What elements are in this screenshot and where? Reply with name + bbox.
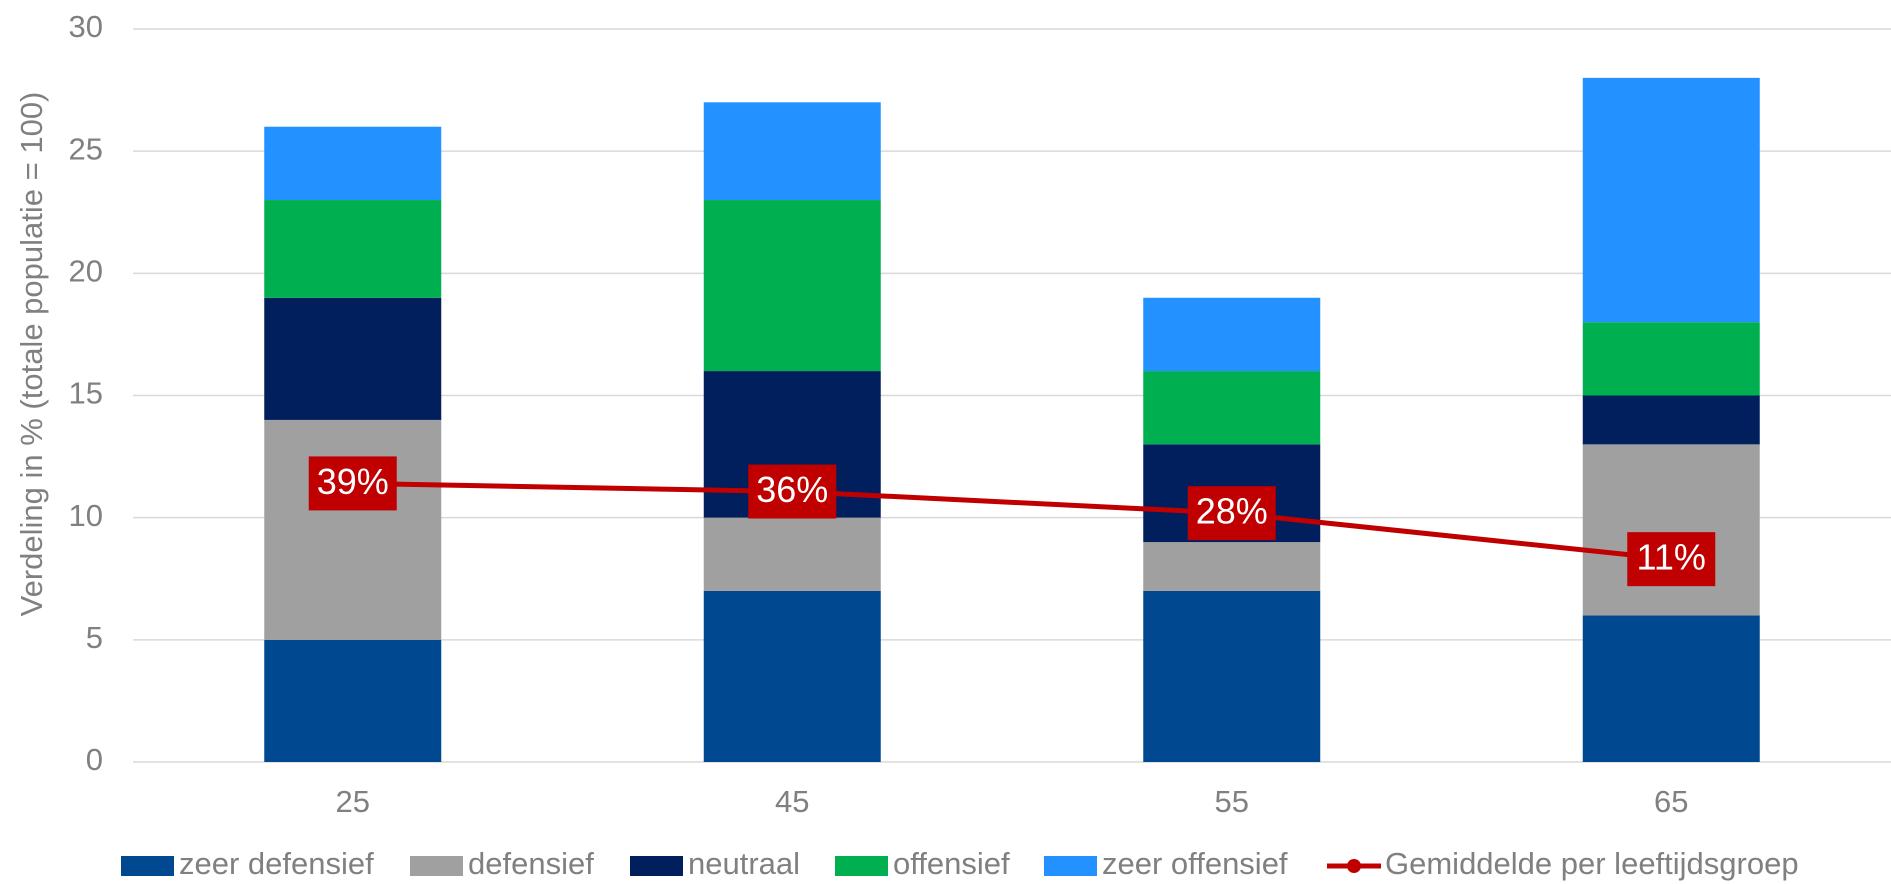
x-tick-label: 55 [1215,784,1249,819]
bar-segment [1143,542,1321,591]
legend-swatch [835,856,888,876]
bar-segment [703,200,881,372]
legend-label: offensief [893,846,1010,881]
x-tick-label: 25 [336,784,370,819]
bar-segment [1143,297,1321,372]
bar-segment [264,200,442,298]
y-tick-label: 15 [69,376,103,411]
y-axis-label: Verdeling in % (totale populatie = 100) [14,92,49,617]
bar-segment [1143,371,1321,445]
legend-marker [1347,859,1361,873]
bar-segment [1582,444,1760,616]
x-tick-label: 65 [1654,784,1688,819]
bar-segment [703,517,881,591]
legend-label: zeer offensief [1102,846,1288,881]
data-label-box [308,456,397,511]
bar-segment [264,419,442,640]
y-tick-label: 25 [69,131,103,166]
legend-swatch [1044,856,1097,876]
legend-swatch [121,856,174,876]
y-tick-label: 30 [69,9,103,44]
y-tick-label: 0 [86,742,103,777]
bar-segment [1582,395,1760,445]
bar-segment [264,297,442,420]
bar-segment [1143,590,1321,762]
legend-swatch [630,856,683,876]
data-label-box [1187,486,1276,541]
bar-segment [1582,77,1760,323]
bar-segment [264,639,442,762]
data-label: 39% [317,461,389,502]
data-label-box [1627,532,1716,587]
data-label: 28% [1196,491,1268,532]
bar-segment [264,126,442,201]
line [352,480,1672,562]
bar-segment [1582,615,1760,762]
bar-segment [703,590,881,762]
data-label-box [748,464,837,519]
legend-label: defensief [468,846,594,881]
y-tick-label: 20 [69,254,103,289]
legend-swatch [410,856,463,876]
y-tick-label: 5 [86,620,103,655]
data-label: 36% [756,469,828,510]
legend-label: neutraal [688,846,800,881]
bar-segment [703,102,881,201]
y-tick-label: 10 [69,498,103,533]
legend-label: zeer defensief [179,846,374,881]
data-label: 11% [1637,537,1706,578]
legend-label: Gemiddelde per leeftijdsgroep [1385,846,1799,881]
bar-segment [1582,322,1760,396]
x-tick-label: 45 [775,784,809,819]
